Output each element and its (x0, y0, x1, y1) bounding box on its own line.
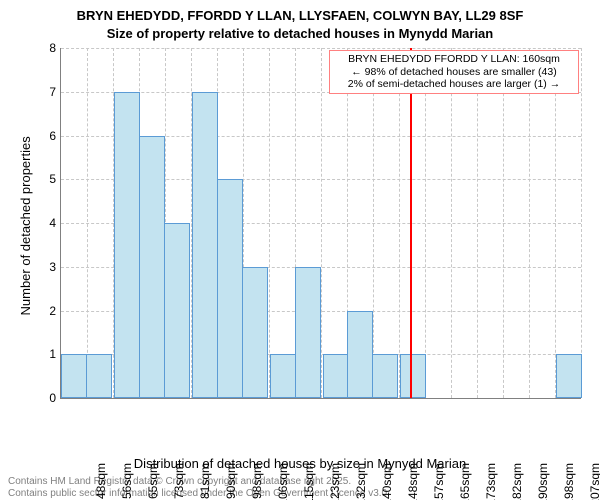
grid-v (399, 48, 400, 398)
x-tick-label: 140sqm (380, 463, 394, 500)
y-tick-label: 3 (38, 260, 56, 274)
x-tick-label: 173sqm (484, 463, 498, 500)
y-tick-label: 4 (38, 216, 56, 230)
histogram-bar (400, 354, 426, 398)
annotation-line: ← 98% of detached houses are smaller (43… (334, 66, 574, 79)
annotation-box: BRYN EHEDYDD FFORDD Y LLAN: 160sqm← 98% … (329, 50, 579, 94)
histogram-bar (295, 267, 321, 398)
grid-v (555, 48, 556, 398)
x-tick-label: 115sqm (302, 463, 316, 500)
x-tick-label: 148sqm (406, 463, 420, 500)
grid-v (477, 48, 478, 398)
y-tick-label: 0 (38, 391, 56, 405)
y-tick-label: 5 (38, 172, 56, 186)
x-tick-label: 106sqm (276, 463, 290, 500)
histogram-bar (347, 311, 373, 399)
y-tick-label: 6 (38, 129, 56, 143)
y-tick-label: 7 (38, 85, 56, 99)
x-tick-label: 56sqm (120, 463, 134, 500)
x-tick-label: 182sqm (510, 463, 524, 500)
grid-v (269, 48, 270, 398)
x-tick-label: 157sqm (432, 463, 446, 500)
histogram-bar (61, 354, 87, 398)
annotation-line: BRYN EHEDYDD FFORDD Y LLAN: 160sqm (334, 53, 574, 66)
histogram-bar (270, 354, 296, 398)
y-tick-label: 1 (38, 347, 56, 361)
histogram-bar (192, 92, 218, 398)
grid-v (451, 48, 452, 398)
histogram-bar (86, 354, 112, 398)
y-tick-label: 8 (38, 41, 56, 55)
x-tick-label: 123sqm (328, 463, 342, 500)
histogram-bar (139, 136, 165, 399)
grid-v (87, 48, 88, 398)
grid-v (425, 48, 426, 398)
y-axis-label: Number of detached properties (18, 136, 33, 315)
histogram-bar (242, 267, 268, 398)
grid-v (529, 48, 530, 398)
x-tick-label: 190sqm (536, 463, 550, 500)
x-tick-label: 81sqm (198, 463, 212, 500)
x-tick-label: 73sqm (172, 463, 186, 500)
histogram-bar (164, 223, 190, 398)
histogram-bar (323, 354, 349, 398)
x-tick-label: 65sqm (146, 463, 160, 500)
x-tick-label: 207sqm (588, 463, 600, 500)
chart-root: BRYN EHEDYDD, FFORDD Y LLAN, LLYSFAEN, C… (0, 0, 600, 500)
grid-v (321, 48, 322, 398)
histogram-bar (556, 354, 582, 398)
histogram-bar (114, 92, 140, 398)
x-tick-label: 165sqm (458, 463, 472, 500)
x-tick-label: 90sqm (224, 463, 238, 500)
plot-area: BRYN EHEDYDD FFORDD Y LLAN: 160sqm← 98% … (60, 48, 581, 399)
annotation-line: 2% of semi-detached houses are larger (1… (334, 78, 574, 91)
chart-title-line2: Size of property relative to detached ho… (0, 26, 600, 41)
x-tick-label: 132sqm (354, 463, 368, 500)
x-tick-label: 98sqm (250, 463, 264, 500)
histogram-bar (372, 354, 398, 398)
x-tick-label: 48sqm (94, 463, 108, 500)
x-tick-label: 198sqm (562, 463, 576, 500)
grid-v (503, 48, 504, 398)
histogram-bar (217, 179, 243, 398)
chart-title-line1: BRYN EHEDYDD, FFORDD Y LLAN, LLYSFAEN, C… (0, 8, 600, 23)
reference-marker-line (410, 48, 412, 398)
y-tick-label: 2 (38, 304, 56, 318)
grid-v (581, 48, 582, 398)
